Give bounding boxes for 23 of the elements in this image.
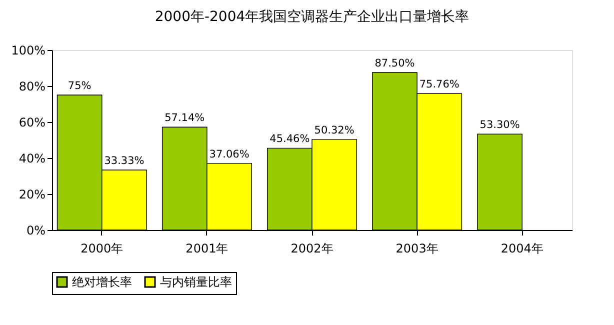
y-tick-label: 0% [26, 224, 46, 238]
data-label: 33.33% [104, 155, 144, 168]
chart-title: 2000年-2004年我国空调器生产企业出口量增长率 [154, 9, 470, 25]
x-tick-label: 2002年 [290, 242, 334, 256]
legend-label: 与内销量比率 [160, 275, 232, 289]
legend-label: 绝对增长率 [72, 275, 132, 289]
data-label: 45.46% [270, 133, 310, 146]
y-tick-label: 20% [18, 188, 46, 202]
y-tick-label: 40% [18, 152, 46, 166]
data-label: 75.76% [419, 78, 460, 91]
y-tick-label: 60% [18, 116, 46, 130]
data-label: 37.06% [209, 148, 250, 160]
x-tick-label: 2003年 [396, 242, 438, 256]
data-label: 57.14% [164, 112, 205, 124]
data-label: 75% [68, 80, 92, 92]
x-tick-label: 2001年 [186, 242, 228, 256]
data-label: 53.30% [480, 119, 520, 132]
data-label: 50.32% [314, 124, 354, 136]
x-tick-label: 2004年 [500, 242, 544, 256]
y-tick-label: 100% [11, 44, 46, 58]
x-tick-label: 2000年 [80, 242, 124, 256]
y-tick-label: 80% [18, 80, 46, 94]
data-label: 87.50% [374, 58, 415, 70]
